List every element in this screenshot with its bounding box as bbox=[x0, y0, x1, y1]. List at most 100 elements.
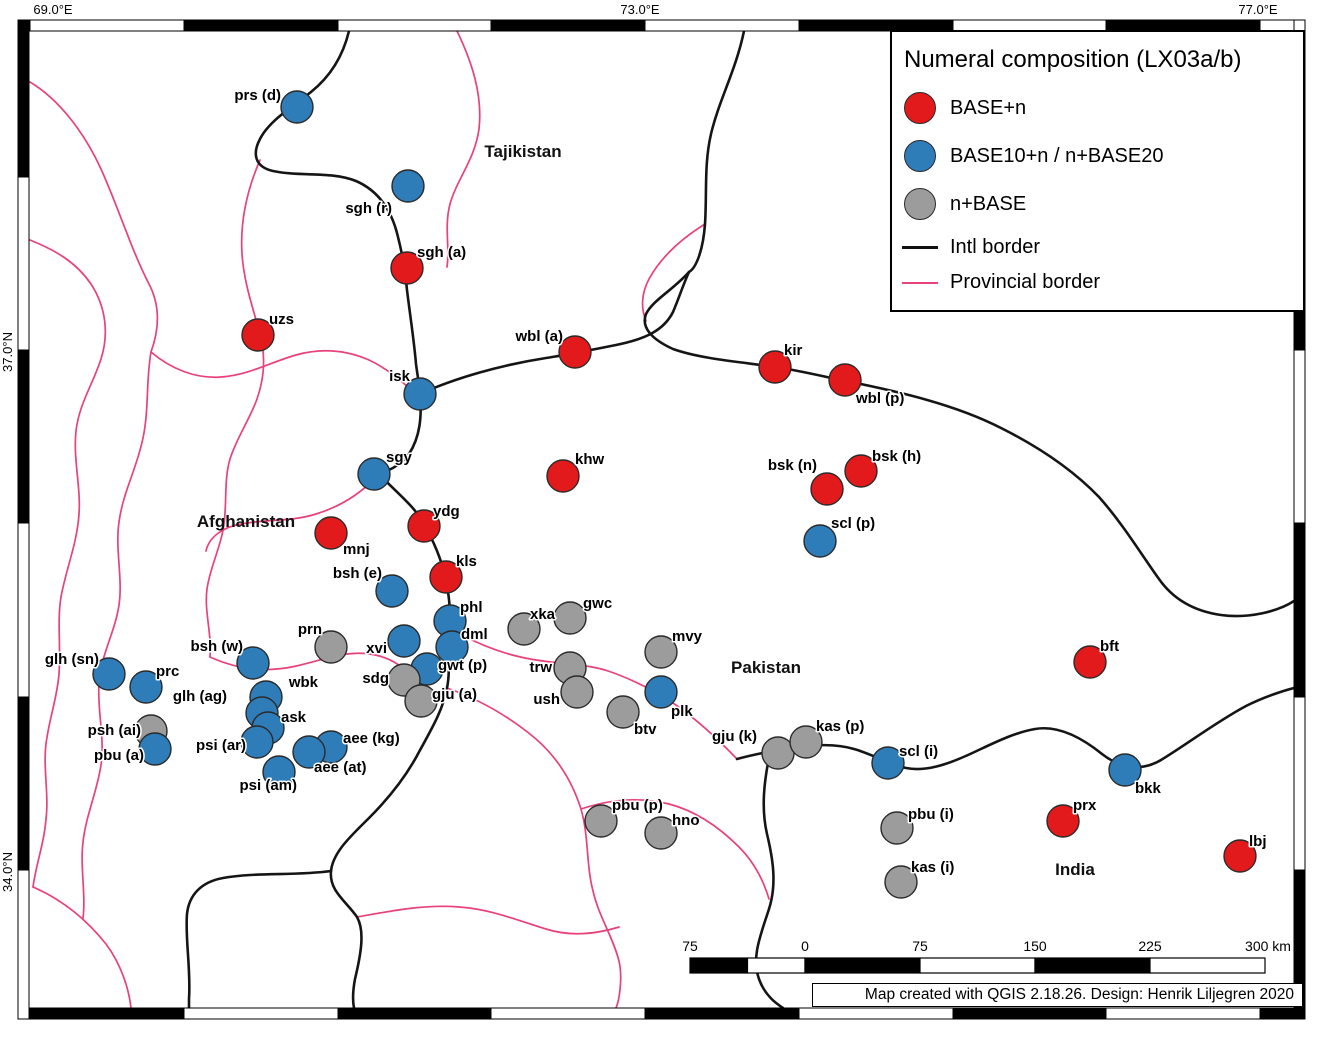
frame-segment-top bbox=[183, 19, 339, 32]
map-point-label-prs-d: prs (d) bbox=[234, 87, 281, 104]
map-point-scl-p bbox=[803, 524, 837, 558]
frame-segment-left bbox=[17, 696, 30, 871]
map-point-label-psi-ar: psi (ar) bbox=[196, 737, 246, 754]
map-point-label-gwt-p: gwt (p) bbox=[438, 657, 487, 674]
map-point-bsk-h bbox=[844, 454, 878, 488]
map-point-sgy bbox=[357, 457, 391, 491]
map-point-prn bbox=[314, 630, 348, 664]
map-point-label-gju-k: gju (k) bbox=[712, 728, 757, 745]
map-point-label-aee-kg: aee (kg) bbox=[343, 730, 400, 747]
legend-item-label: Intl border bbox=[950, 236, 1041, 258]
legend-item-label: BASE+n bbox=[950, 96, 1027, 119]
map-point-label-bsh-w: bsh (w) bbox=[191, 638, 244, 655]
map-point-label-xka: xka bbox=[530, 606, 556, 623]
frame-segment-bottom bbox=[644, 1007, 800, 1020]
map-frame bbox=[17, 19, 1306, 1020]
map-point-label-wbl-p: wbl (p) bbox=[855, 390, 904, 407]
map-point-wbl-a bbox=[558, 335, 592, 369]
point-layer bbox=[92, 90, 1257, 899]
provincial-border bbox=[205, 159, 265, 658]
map-point-label-kir: kir bbox=[784, 342, 803, 359]
intl-border bbox=[329, 869, 363, 1008]
map-point-label-bkk: bkk bbox=[1135, 780, 1162, 797]
frame-segment-bottom bbox=[29, 1007, 185, 1020]
longitude-label: 77.0°E bbox=[1238, 2, 1278, 17]
frame-segment-left bbox=[17, 869, 30, 1020]
attribution-box: Map created with QGIS 2.18.26. Design: H… bbox=[812, 983, 1303, 1007]
map-point-bsh-w bbox=[236, 646, 270, 680]
map-point-label-prc: prc bbox=[156, 663, 179, 680]
map-point-label-bsh-e: bsh (e) bbox=[333, 565, 382, 582]
frame-segment-right bbox=[1293, 349, 1306, 524]
map-point-label-trw: trw bbox=[530, 659, 553, 676]
map-point-hno bbox=[644, 816, 678, 850]
scalebar-segment bbox=[1034, 957, 1151, 974]
latitude-label: 37.0°N bbox=[0, 332, 15, 372]
legend-item-label: Provincial border bbox=[950, 271, 1101, 293]
legend-item-intl-border: Intl border bbox=[902, 236, 1293, 259]
map-point-label-glh-ag: glh (ag) bbox=[173, 688, 227, 705]
point-label-layer: prs (d) sgh (r) sgh (a) uzs wbl (a) kir wbl (p… bbox=[43, 86, 1268, 878]
graticule-labels: 69.0°E 73.0°E 77.0°E 37.0°N 34.0°N bbox=[0, 2, 1278, 892]
scalebar-segment bbox=[689, 957, 749, 974]
map-point-sgh-a bbox=[390, 251, 424, 285]
map-point-label-lbj: lbj bbox=[1249, 833, 1267, 850]
map-point-pbu-a bbox=[138, 732, 172, 766]
map-point-label-gju-a: gju (a) bbox=[432, 686, 477, 703]
map-point-label-sgy: sgy bbox=[386, 449, 413, 466]
frame-segment-right bbox=[1293, 696, 1306, 871]
map-point-label-dml: dml bbox=[461, 626, 488, 643]
frame-segment-top bbox=[490, 19, 646, 32]
scalebar-label: 0 bbox=[801, 938, 809, 954]
map-point-wbl-p bbox=[828, 363, 862, 397]
map-point-label-kas-i: kas (i) bbox=[911, 859, 954, 876]
provincial-border bbox=[580, 799, 770, 900]
legend-title: Numeral composition (LX03a/b) bbox=[904, 46, 1242, 73]
map-point-label-scl-p: scl (p) bbox=[831, 515, 875, 532]
map-point-label-prx: prx bbox=[1073, 797, 1097, 814]
map-point-bkk bbox=[1108, 753, 1142, 787]
intl-border bbox=[754, 751, 785, 1008]
map-point-bsk-n bbox=[810, 472, 844, 506]
map-point-bft bbox=[1073, 645, 1107, 679]
intl-border bbox=[735, 686, 1294, 771]
map-point-gwc bbox=[553, 601, 587, 635]
legend-item-n-base: n+BASE bbox=[904, 188, 1293, 220]
map-point-label-isk: isk bbox=[389, 368, 411, 385]
frame-segment-bottom bbox=[952, 1007, 1107, 1020]
map-point-btv bbox=[606, 695, 640, 729]
map-point-label-gwc: gwc bbox=[583, 595, 612, 612]
frame-segment-bottom bbox=[183, 1007, 339, 1020]
frame-segment-left bbox=[17, 522, 30, 698]
map-point-label-scl-i: scl (i) bbox=[899, 743, 938, 760]
map-point-prx bbox=[1046, 804, 1080, 838]
map-point-label-hno: hno bbox=[672, 812, 700, 829]
map-point-prs-d bbox=[280, 90, 314, 124]
legend-item-provincial-border: Provincial border bbox=[902, 271, 1293, 294]
map-point-mnj bbox=[314, 516, 348, 550]
map-point-label-ydg: ydg bbox=[433, 503, 460, 520]
longitude-label: 69.0°E bbox=[33, 2, 73, 17]
map-point-label-pbu-p: pbu (p) bbox=[612, 797, 663, 814]
blue-circle-swatch bbox=[904, 140, 936, 172]
frame-segment-left bbox=[17, 176, 30, 351]
red-circle-swatch bbox=[904, 92, 936, 124]
map-point-label-sdg: sdg bbox=[362, 670, 389, 687]
legend: Numeral composition (LX03a/b) BASE+n BAS… bbox=[890, 30, 1305, 312]
map-point-label-glh-sn: glh (sn) bbox=[45, 651, 99, 668]
scalebar-segment bbox=[1149, 957, 1266, 974]
provincial-border bbox=[29, 239, 107, 888]
frame-segment-top bbox=[644, 19, 800, 32]
map-point-xvi bbox=[387, 624, 421, 658]
map-point-label-bsk-n: bsk (n) bbox=[768, 457, 817, 474]
scalebar-segment bbox=[804, 957, 921, 974]
map-point-label-khw: khw bbox=[575, 451, 605, 468]
map-point-gju-a bbox=[404, 684, 438, 718]
map-point-ydg bbox=[407, 509, 441, 543]
map-point-label-kls: kls bbox=[456, 553, 477, 570]
legend-item-label: BASE10+n / n+BASE20 bbox=[950, 144, 1164, 167]
frame-segment-bottom bbox=[1105, 1007, 1261, 1020]
map-point-kir bbox=[758, 350, 792, 384]
longitude-label: 73.0°E bbox=[620, 2, 660, 17]
map-point-psi-ar bbox=[240, 725, 274, 759]
